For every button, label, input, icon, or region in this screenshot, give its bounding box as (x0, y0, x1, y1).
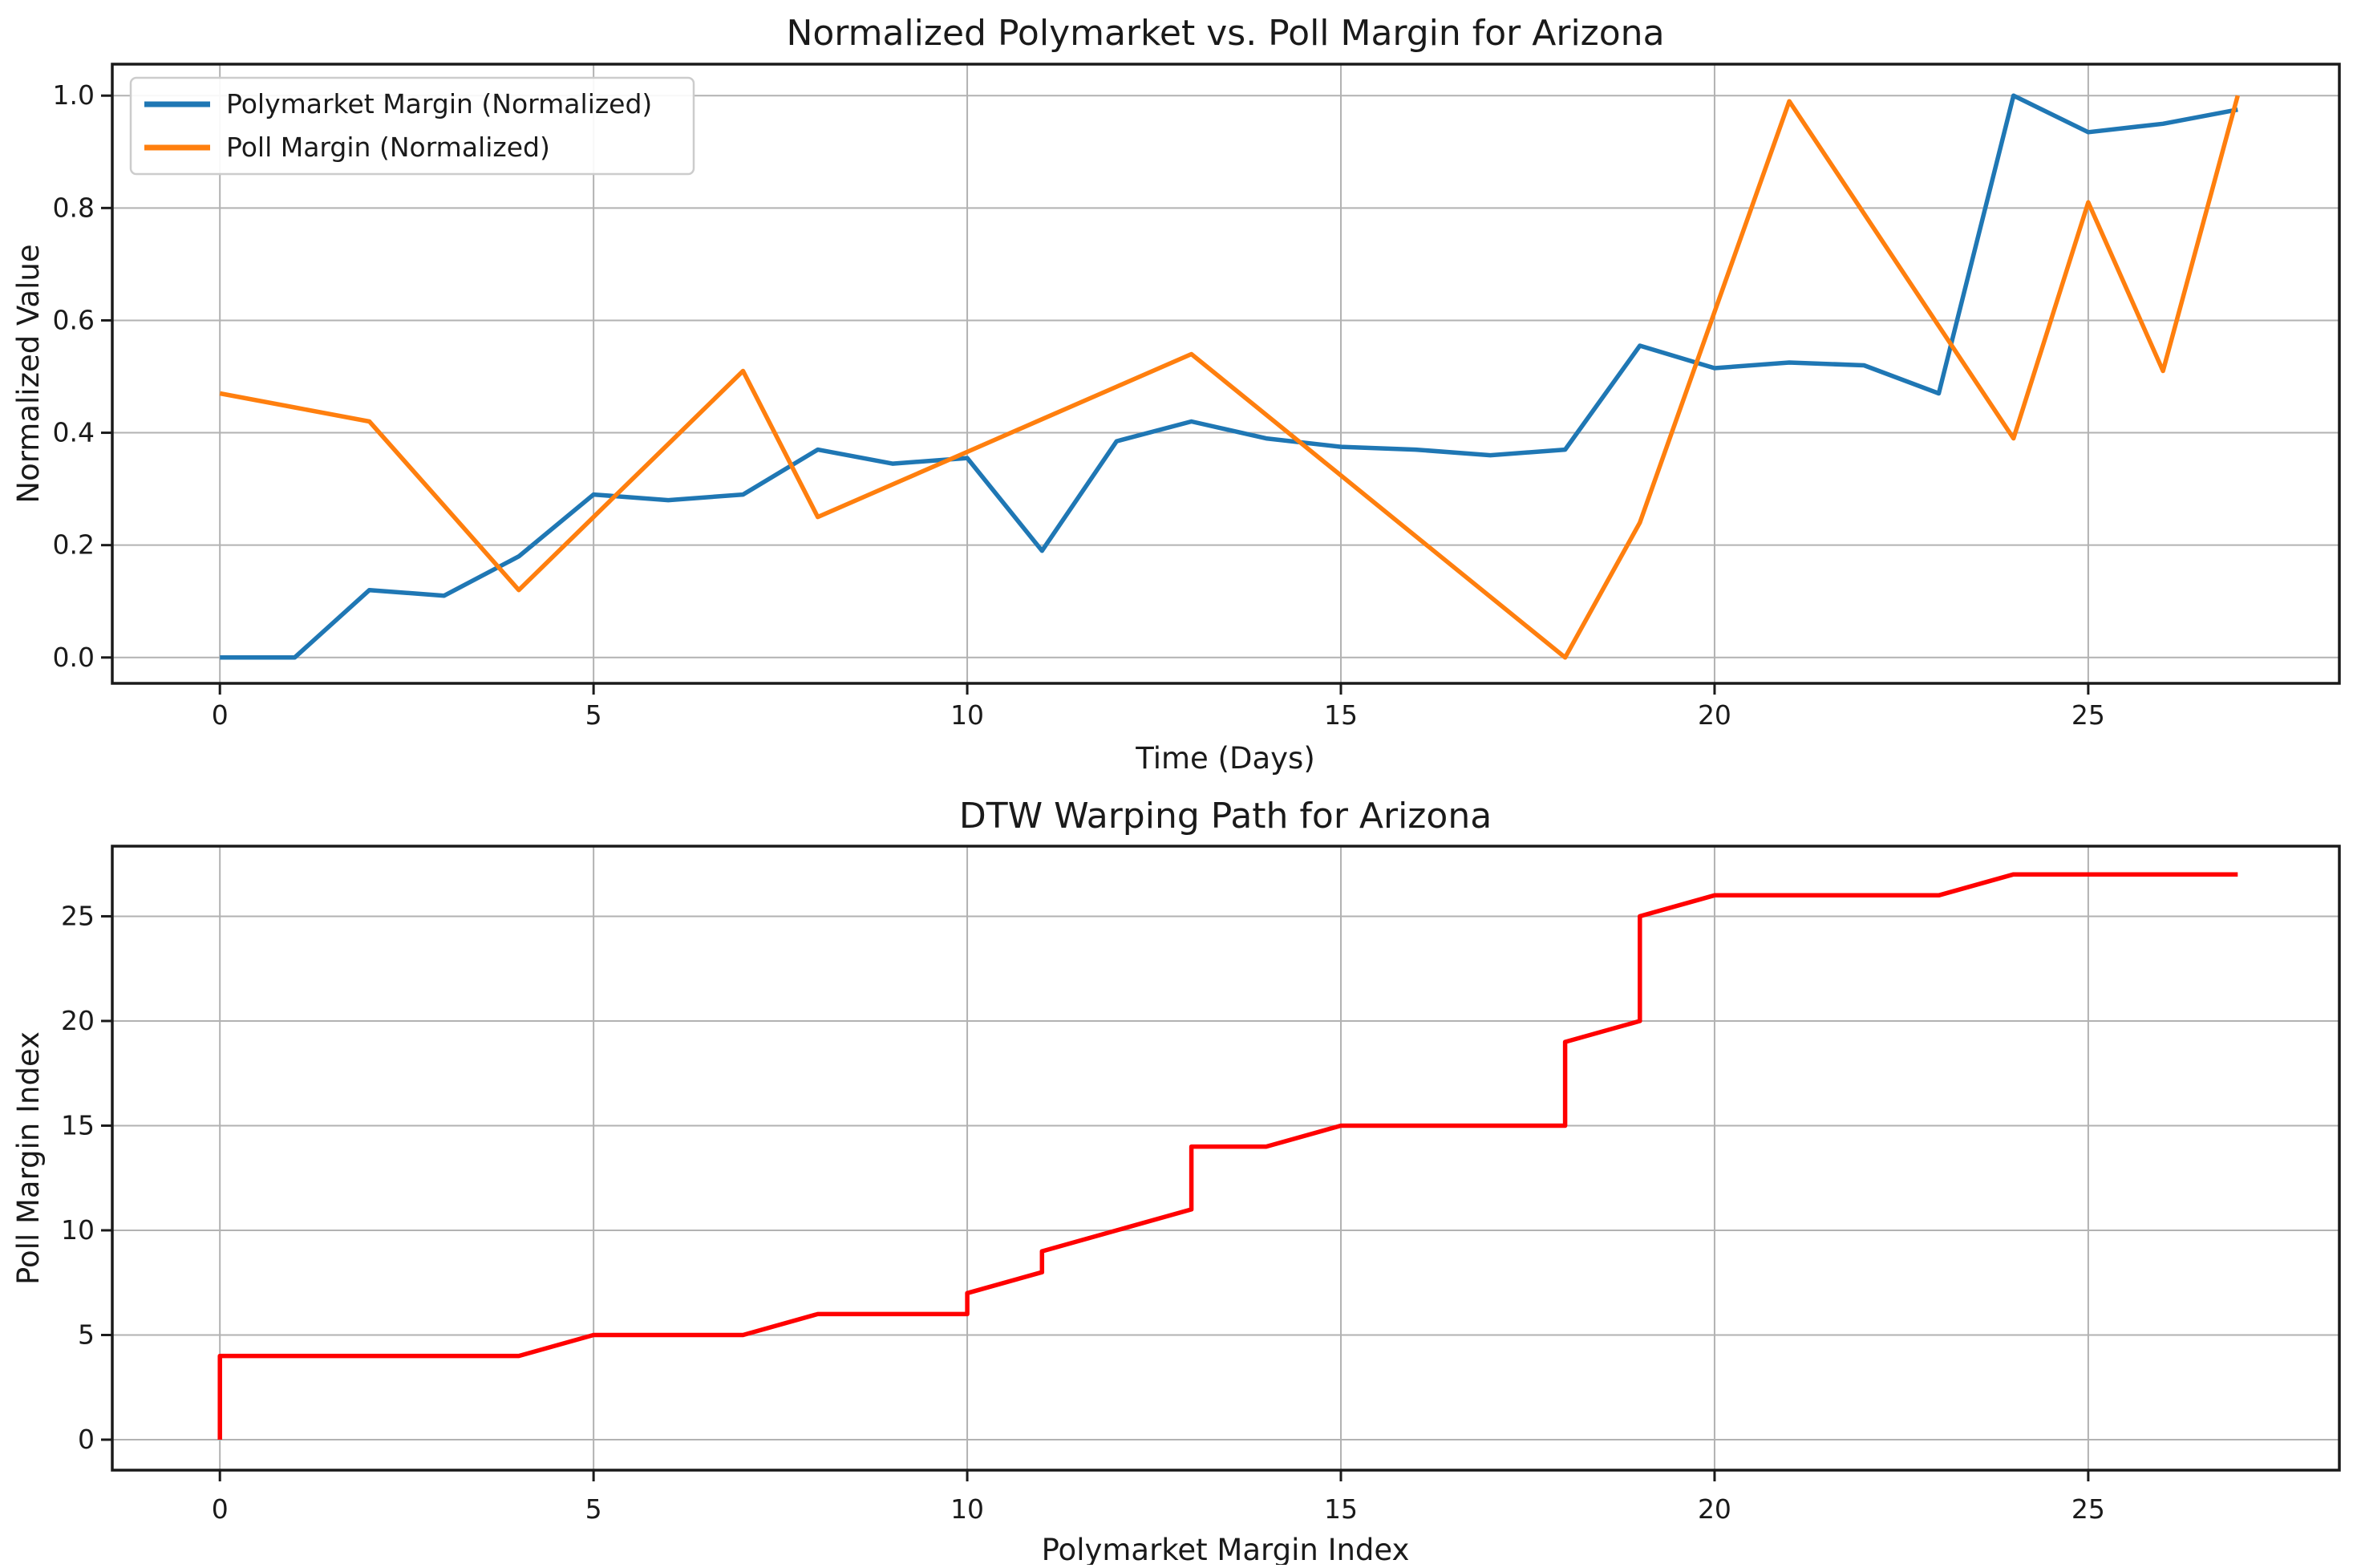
y-tick-label: 0.6 (53, 304, 95, 335)
bottom-chart-plot-area: 0 5 10 15 20 25 0 5 10 15 20 25 (61, 845, 2341, 1525)
y-tick-label: 0.4 (53, 417, 95, 448)
series-line-poll_line (219, 95, 2240, 660)
axes-frame (111, 63, 2341, 685)
y-tick-label: 25 (61, 900, 95, 931)
bottom-chart-xlabel: Polymarket Margin Index (1042, 1533, 1410, 1565)
y-tick-label: 0 (78, 1424, 95, 1455)
x-tick-label: 10 (950, 699, 984, 731)
series-line-dtw_path_line (217, 872, 2238, 1440)
x-tick-label: 0 (212, 699, 229, 731)
y-tick-label: 20 (61, 1005, 95, 1036)
x-tick-label: 20 (1698, 1493, 1731, 1525)
x-tick-label: 15 (1324, 699, 1358, 731)
bottom-chart-title: DTW Warping Path for Arizona (959, 796, 1492, 837)
x-tick-label: 5 (585, 699, 602, 731)
legend-label-polymarket: Polymarket Margin (Normalized) (226, 88, 652, 120)
legend-label-poll: Poll Margin (Normalized) (226, 132, 550, 163)
legend: Polymarket Margin (Normalized) Poll Marg… (129, 76, 695, 176)
x-tick-label: 10 (950, 1493, 984, 1525)
x-tick-label: 20 (1698, 699, 1731, 731)
y-tick-label: 15 (61, 1109, 95, 1141)
x-tick-label: 25 (2071, 699, 2105, 731)
y-tick-label: 0.2 (53, 529, 95, 561)
series-line-polymarket_line (220, 93, 2238, 660)
bottom-chart-ylabel: Poll Margin Index (11, 1031, 46, 1285)
x-tick-label: 5 (585, 1493, 602, 1525)
x-tick-label: 15 (1324, 1493, 1358, 1525)
y-tick-label: 1.0 (53, 79, 95, 111)
axes-frame (111, 845, 2341, 1472)
x-tick-label: 25 (2071, 1493, 2105, 1525)
y-tick-label: 0.8 (53, 192, 95, 223)
legend-box (129, 76, 695, 176)
x-tick-label: 0 (212, 1493, 229, 1525)
top-chart-ylabel: Normalized Value (11, 244, 46, 503)
top-chart-title: Normalized Polymarket vs. Poll Margin fo… (786, 13, 1664, 54)
top-chart-xlabel: Time (Days) (1135, 741, 1315, 776)
y-tick-label: 5 (78, 1319, 95, 1350)
y-tick-label: 0.0 (53, 642, 95, 673)
y-tick-label: 10 (61, 1214, 95, 1246)
